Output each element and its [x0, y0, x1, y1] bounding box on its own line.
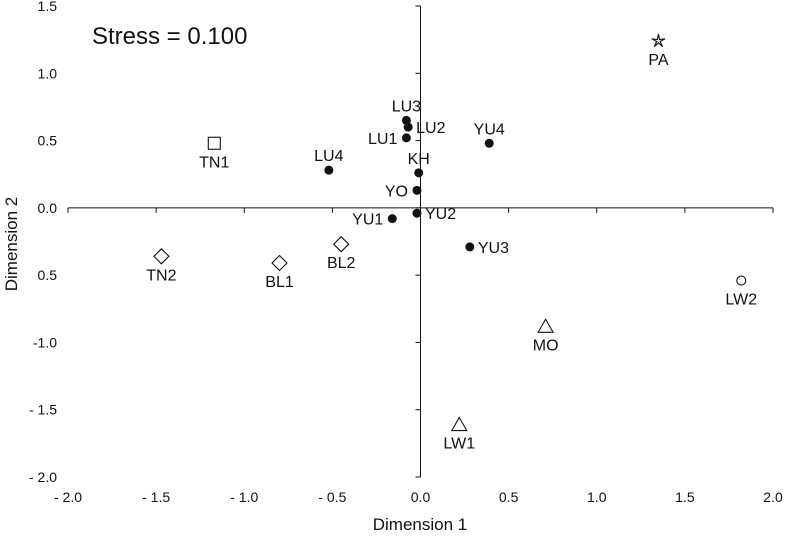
point-label-yu1: YU1	[352, 212, 383, 229]
point-marker-dot	[465, 242, 475, 252]
point-label-yu3: YU3	[478, 240, 509, 257]
point-marker-dot	[401, 133, 411, 143]
point-marker-square	[207, 136, 221, 150]
point-marker-dot	[412, 185, 422, 195]
y-tick-label: - 1.5	[29, 402, 57, 418]
point-label-kh: KH	[408, 151, 430, 168]
x-tick-label: 1.5	[675, 489, 695, 505]
x-tick-label: 0.0	[411, 489, 431, 505]
x-tick-label: 0.5	[499, 489, 519, 505]
x-tick-label: - 0.5	[318, 489, 346, 505]
y-tick-label: 0.5	[38, 267, 58, 283]
point-marker-circle	[736, 275, 747, 286]
point-label-yu2: YU2	[425, 206, 456, 223]
y-axis-title: Dimension 2	[2, 197, 21, 292]
point-marker-dot	[403, 122, 413, 132]
point-label-bl1: BL1	[265, 274, 294, 291]
y-tick-label: 0.0	[38, 200, 58, 216]
point-marker-triangle	[537, 318, 555, 333]
axis-ticks: - 2.0 - 1.5 - 1.0 - 0.5 0.0 0.5 1.0 1.5 2.0 1.5 1.…	[29, 0, 783, 505]
point-label-tn2: TN2	[146, 267, 176, 284]
point-marker-dot	[484, 138, 494, 148]
point-label-lu1: LU1	[368, 131, 397, 148]
y-tick-label: 1.0	[38, 65, 58, 81]
y-tick-label: - 2.0	[29, 469, 57, 485]
x-tick-label: - 1.5	[142, 489, 170, 505]
point-marker-star	[651, 33, 666, 48]
x-tick-label: 1.0	[587, 489, 607, 505]
point-marker-dot	[401, 115, 411, 125]
y-tick-label: -1.0	[33, 334, 57, 350]
point-marker-diamond	[271, 254, 288, 272]
data-points	[153, 33, 747, 432]
x-tick-label: - 2.0	[54, 489, 82, 505]
point-marker-diamond	[153, 248, 170, 265]
y-tick-label: 1.5	[38, 0, 58, 14]
point-marker-dot	[324, 165, 334, 175]
point-label-tn1: TN1	[199, 154, 229, 171]
point-label-yo: YO	[385, 183, 408, 200]
x-tick-label: 2.0	[763, 489, 783, 505]
point-label-lu3: LU3	[392, 98, 421, 115]
point-marker-dot	[414, 168, 424, 178]
point-marker-dot	[387, 214, 397, 224]
point-label-mo: MO	[533, 337, 559, 354]
x-tick-label: - 1.0	[230, 489, 258, 505]
axes	[68, 6, 773, 477]
stress-annotation: Stress = 0.100	[92, 23, 247, 50]
point-marker-dot	[412, 208, 422, 218]
point-label-lu2: LU2	[416, 120, 445, 137]
y-tick-label: 0.5	[38, 133, 58, 149]
point-label-lw1: LW1	[443, 436, 475, 453]
point-label-lw2: LW2	[725, 292, 757, 309]
point-label-bl2: BL2	[327, 255, 356, 272]
point-label-yu4: YU4	[474, 121, 505, 138]
point-label-lu4: LU4	[314, 148, 343, 165]
point-label-pa: PA	[648, 52, 668, 69]
point-marker-triangle	[450, 416, 468, 432]
point-marker-diamond	[332, 235, 350, 253]
x-axis-title: Dimension 1	[373, 515, 468, 534]
